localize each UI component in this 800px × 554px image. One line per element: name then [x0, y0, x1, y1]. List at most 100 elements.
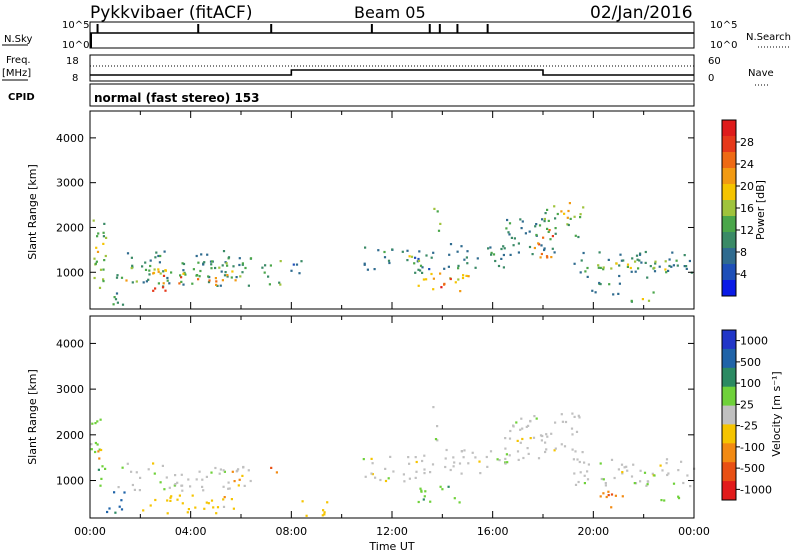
- power-cell: [591, 289, 594, 292]
- power-cell: [617, 292, 620, 295]
- power-cell: [135, 280, 138, 283]
- velocity-cell: [415, 470, 418, 473]
- nave-top: 60: [708, 56, 721, 67]
- velocity-cell: [403, 480, 406, 483]
- velocity-cell: [508, 454, 511, 457]
- power-cell: [598, 251, 601, 254]
- power-cell: [413, 262, 416, 265]
- power-cell: [574, 234, 577, 237]
- power-cell: [125, 279, 128, 282]
- power-cell: [626, 263, 630, 266]
- power-cell: [548, 229, 551, 232]
- velocity-cell: [474, 456, 477, 459]
- velocity-cell: [445, 448, 448, 452]
- power-cell: [215, 283, 218, 286]
- velocity-cell: [537, 457, 541, 460]
- velocity-cell: [203, 507, 206, 510]
- power-cell: [573, 215, 576, 218]
- velocity-heatmap: [90, 406, 696, 517]
- power-cell: [665, 271, 668, 274]
- colorbar-tick-label: -100: [740, 441, 765, 454]
- velocity-cell: [532, 436, 536, 439]
- power-cell: [131, 264, 134, 267]
- power-cell: [363, 263, 366, 266]
- power-cell: [159, 254, 162, 258]
- power-cell: [520, 227, 523, 230]
- power-cell: [437, 229, 441, 232]
- colorbar-tick-label: 25: [740, 398, 754, 411]
- nsky-label: N.Sky: [4, 34, 32, 45]
- velocity-cell: [586, 478, 590, 481]
- velocity-cell: [94, 441, 97, 445]
- power-cell: [543, 220, 546, 223]
- power-cell: [539, 256, 542, 259]
- velocity-cell: [422, 498, 425, 501]
- power-cell: [115, 292, 119, 295]
- velocity-cell: [189, 485, 192, 488]
- power-cell: [524, 232, 527, 235]
- velocity-cell: [516, 439, 519, 442]
- velocity-axis-ticks: 1000 2000 3000 4000: [56, 316, 695, 518]
- power-cell: [182, 272, 185, 275]
- power-cell: [164, 289, 167, 292]
- power-cell: [466, 262, 469, 265]
- x-tick-label: 12:00: [376, 525, 408, 538]
- velocity-cell: [460, 472, 463, 475]
- power-cell: [196, 274, 199, 277]
- velocity-cell: [207, 502, 210, 505]
- velocity-cell: [98, 457, 101, 460]
- velocity-cell: [645, 484, 648, 487]
- velocity-cell: [575, 430, 579, 433]
- velocity-cell: [439, 485, 442, 488]
- power-cell: [508, 222, 512, 225]
- power-cell: [487, 247, 490, 250]
- velocity-cell: [195, 478, 198, 481]
- power-cell: [443, 267, 446, 270]
- velocity-cell: [191, 494, 194, 497]
- power-cell: [102, 235, 105, 238]
- velocity-cell: [646, 483, 649, 486]
- velocity-cell: [326, 501, 329, 504]
- velocity-cell: [546, 435, 549, 438]
- colorbar-tick-label: 500: [740, 356, 761, 369]
- power-cell: [502, 253, 505, 257]
- velocity-cell: [424, 490, 427, 493]
- velocity-cell: [515, 421, 518, 424]
- velocity-cell: [571, 412, 574, 415]
- velocity-cell: [633, 482, 636, 485]
- velocity-cell: [231, 470, 234, 473]
- power-cell: [164, 269, 167, 272]
- velocity-cell: [120, 499, 123, 502]
- colorbar-swatch: [722, 152, 736, 169]
- velocity-cell: [173, 484, 176, 487]
- velocity-cell: [222, 469, 225, 472]
- power-cell: [417, 268, 420, 271]
- power-cell: [658, 265, 661, 268]
- velocity-plot-frame: [89, 315, 695, 519]
- velocity-cell: [574, 483, 578, 486]
- freq-bottom: 8: [72, 73, 78, 84]
- freq-line: [90, 69, 694, 76]
- velocity-cell: [485, 455, 488, 459]
- power-cell: [112, 303, 115, 306]
- power-cell: [295, 263, 299, 266]
- power-cell: [416, 260, 419, 263]
- power-cell: [184, 273, 187, 276]
- power-cell: [145, 280, 148, 283]
- power-cell: [641, 298, 644, 301]
- power-cell: [607, 258, 610, 261]
- power-cell: [152, 272, 155, 275]
- power-cell: [103, 259, 106, 262]
- nave-label: Nave: [748, 68, 774, 79]
- power-cell: [387, 259, 391, 262]
- velocity-cell: [97, 468, 100, 471]
- velocity-cell: [168, 486, 171, 489]
- velocity-cell: [186, 511, 189, 514]
- power-cell: [414, 256, 417, 259]
- power-cell: [432, 251, 435, 254]
- power-cell: [113, 296, 116, 299]
- freq-top: 18: [66, 56, 79, 67]
- velocity-cell: [423, 454, 426, 457]
- colorbar-tick-label: 24: [740, 158, 754, 171]
- velocity-cell: [169, 496, 172, 499]
